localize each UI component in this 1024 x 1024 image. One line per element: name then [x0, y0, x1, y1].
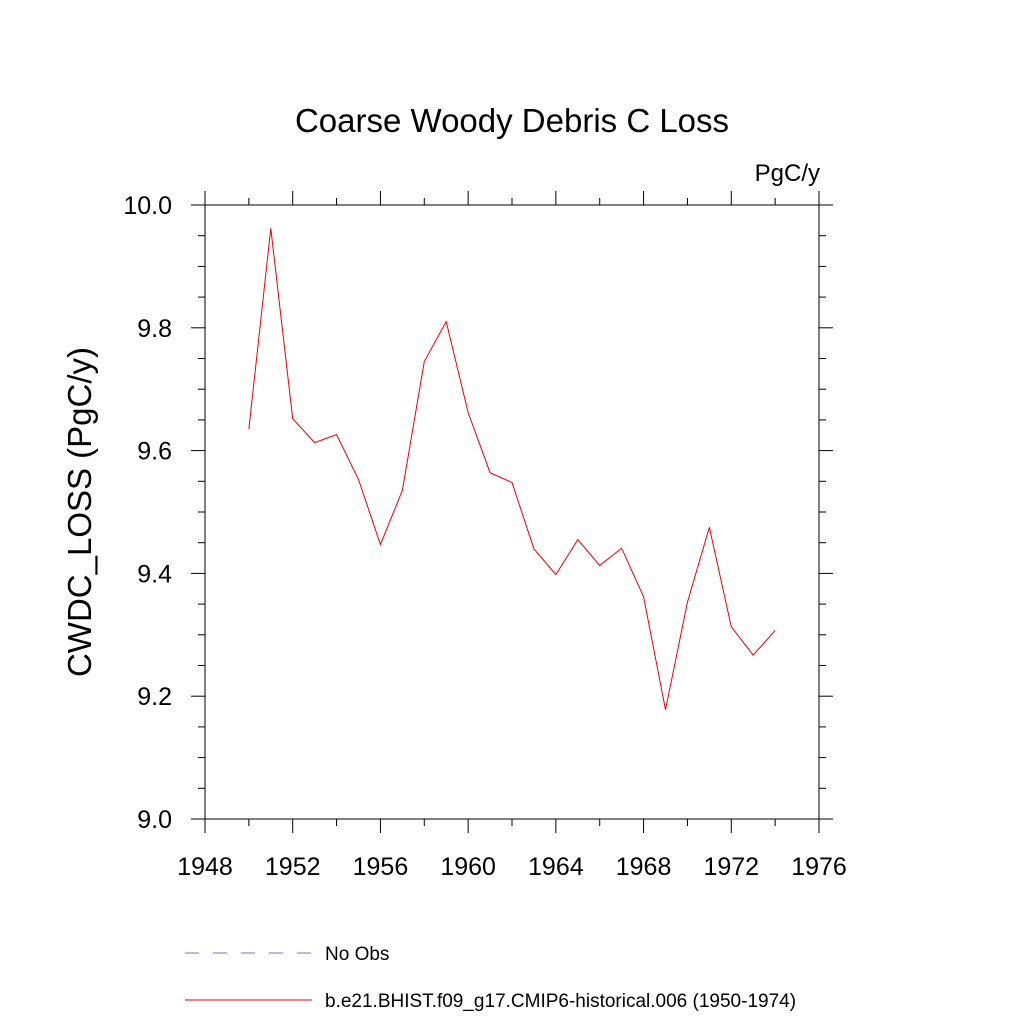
legend-label-1: b.e21.BHIST.f09_g17.CMIP6-historical.006…	[325, 991, 796, 1012]
y-tick-label: 9.6	[137, 438, 172, 466]
y-tick-label: 9.4	[137, 560, 172, 588]
x-tick-label: 1968	[616, 853, 672, 881]
x-tick-label: 1964	[528, 853, 584, 881]
axis-ticks	[191, 191, 833, 833]
y-tick-labels: 9.0 9.2 9.4 9.6 9.8 10.0	[123, 192, 172, 834]
x-tick-label: 1956	[353, 853, 409, 881]
legend: No Obs b.e21.BHIST.f09_g17.CMIP6-historic…	[185, 944, 796, 1012]
series-line-1	[248, 228, 776, 710]
y-tick-label: 9.0	[137, 806, 172, 834]
x-tick-labels: 1948 1952 1956 1960 1964 1968 1972 1976	[177, 853, 847, 881]
x-tick-label: 1952	[265, 853, 321, 881]
legend-label-0: No Obs	[325, 944, 389, 965]
y-axis-label: CWDC_LOSS (PgC/y)	[61, 347, 98, 677]
x-tick-label: 1972	[703, 853, 759, 881]
x-tick-label: 1976	[791, 853, 847, 881]
y-tick-label: 9.2	[137, 683, 172, 711]
units-label: PgC/y	[755, 160, 820, 187]
y-tick-label: 9.8	[137, 315, 172, 343]
x-tick-label: 1960	[440, 853, 496, 881]
x-tick-label: 1948	[177, 853, 233, 881]
chart-title: Coarse Woody Debris C Loss	[295, 102, 729, 139]
series-layer	[248, 228, 776, 710]
y-tick-label: 10.0	[123, 192, 172, 220]
plot-frame	[204, 204, 820, 820]
